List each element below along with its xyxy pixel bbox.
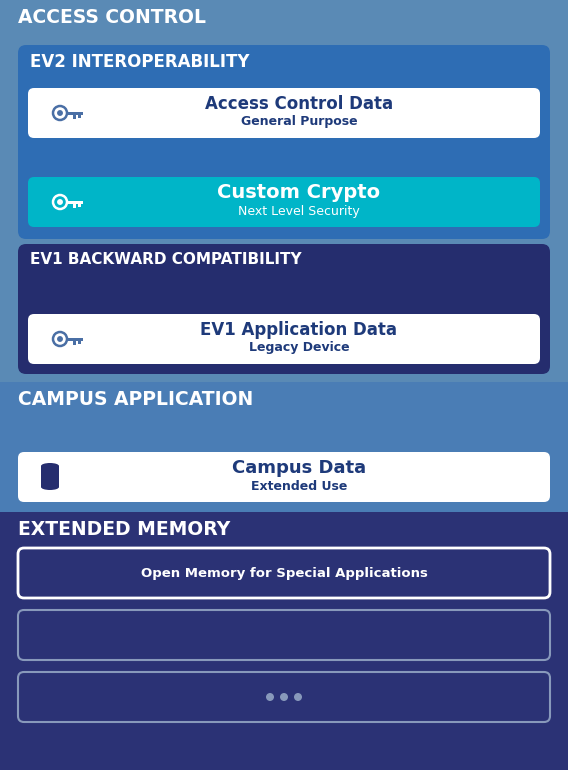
Bar <box>41 466 59 473</box>
Text: Open Memory for Special Applications: Open Memory for Special Applications <box>140 567 428 580</box>
Text: Legacy Device: Legacy Device <box>249 342 349 354</box>
Bar <box>0 512 568 770</box>
Bar <box>41 473 59 480</box>
Bar <box>78 341 81 344</box>
Bar <box>78 115 81 118</box>
Bar <box>66 200 83 204</box>
Text: EXTENDED MEMORY: EXTENDED MEMORY <box>18 520 230 539</box>
Ellipse shape <box>41 463 59 469</box>
Text: Custom Crypto: Custom Crypto <box>218 183 381 203</box>
Circle shape <box>294 693 302 701</box>
Bar <box>73 115 76 119</box>
FancyBboxPatch shape <box>18 452 550 502</box>
Text: ACCESS CONTROL: ACCESS CONTROL <box>18 8 206 27</box>
Circle shape <box>280 693 288 701</box>
Text: EV1 Application Data: EV1 Application Data <box>201 321 398 339</box>
Bar <box>73 341 76 345</box>
Bar <box>41 480 59 487</box>
FancyBboxPatch shape <box>28 314 540 364</box>
FancyBboxPatch shape <box>18 45 550 239</box>
Circle shape <box>57 110 63 116</box>
Ellipse shape <box>41 484 59 490</box>
Text: Access Control Data: Access Control Data <box>205 95 393 113</box>
FancyBboxPatch shape <box>18 244 550 374</box>
Bar <box>0 0 568 382</box>
Bar <box>73 204 76 208</box>
Text: Campus Data: Campus Data <box>232 459 366 477</box>
Ellipse shape <box>41 477 59 483</box>
Circle shape <box>57 199 63 205</box>
Bar <box>66 337 83 341</box>
Circle shape <box>266 693 274 701</box>
Circle shape <box>57 336 63 342</box>
Text: Next Level Security: Next Level Security <box>238 205 360 217</box>
Text: EV2 INTEROPERABILITY: EV2 INTEROPERABILITY <box>30 53 249 71</box>
Text: CAMPUS APPLICATION: CAMPUS APPLICATION <box>18 390 253 409</box>
Text: General Purpose: General Purpose <box>241 116 357 129</box>
Ellipse shape <box>41 470 59 476</box>
Bar <box>0 382 568 512</box>
Text: Extended Use: Extended Use <box>251 480 347 493</box>
Bar <box>78 204 81 207</box>
Bar <box>66 112 83 115</box>
Text: EV1 BACKWARD COMPATIBILITY: EV1 BACKWARD COMPATIBILITY <box>30 252 302 267</box>
FancyBboxPatch shape <box>28 177 540 227</box>
FancyBboxPatch shape <box>18 610 550 660</box>
FancyBboxPatch shape <box>18 548 550 598</box>
FancyBboxPatch shape <box>28 88 540 138</box>
FancyBboxPatch shape <box>18 672 550 722</box>
